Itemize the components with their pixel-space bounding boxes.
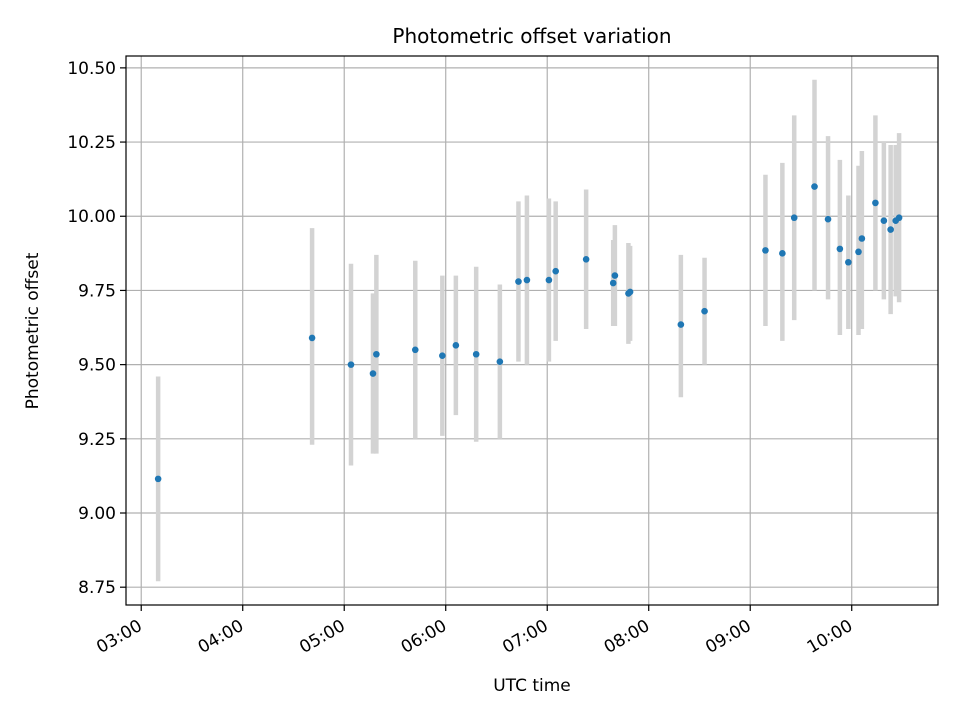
data-point bbox=[779, 250, 786, 257]
data-point bbox=[701, 307, 708, 315]
plot-frame bbox=[125, 55, 939, 606]
data-point bbox=[411, 346, 419, 354]
y-tick-label: 10.25 bbox=[67, 133, 116, 153]
data-point bbox=[515, 278, 522, 285]
data-point bbox=[154, 475, 162, 483]
y-tick-label: 9.00 bbox=[78, 504, 116, 524]
data-point bbox=[472, 350, 480, 358]
data-point bbox=[790, 214, 798, 222]
y-tick-label: 8.75 bbox=[78, 578, 116, 598]
data-point bbox=[452, 342, 460, 349]
y-axis-ticks: 8.75 9.00 9.25 9.50 9.75 10.00 10.25 10.50 bbox=[67, 59, 126, 598]
y-tick-label: 9.25 bbox=[78, 430, 116, 450]
data-point bbox=[496, 358, 504, 365]
data-point bbox=[880, 217, 888, 224]
chart-title: Photometric offset variation bbox=[392, 24, 671, 48]
y-tick-label: 10.00 bbox=[67, 207, 116, 227]
data-point bbox=[439, 352, 446, 360]
data-point bbox=[611, 272, 619, 279]
data-point bbox=[887, 226, 894, 233]
data-point bbox=[845, 258, 852, 266]
data-point bbox=[762, 247, 769, 254]
data-point bbox=[824, 215, 832, 223]
data-point bbox=[347, 361, 355, 368]
grid bbox=[126, 56, 938, 605]
data-point bbox=[677, 321, 685, 328]
data-points bbox=[154, 183, 903, 483]
y-tick-label: 9.75 bbox=[78, 281, 116, 301]
data-point bbox=[523, 276, 531, 284]
data-point bbox=[895, 214, 903, 222]
data-point bbox=[811, 183, 818, 190]
data-point bbox=[872, 199, 879, 207]
data-point bbox=[308, 334, 316, 342]
data-point bbox=[626, 288, 634, 296]
data-point bbox=[582, 255, 590, 263]
data-point bbox=[858, 235, 866, 242]
data-point bbox=[836, 245, 844, 253]
y-tick-label: 9.50 bbox=[78, 356, 116, 376]
data-point bbox=[373, 350, 380, 358]
data-point bbox=[369, 370, 377, 377]
data-point bbox=[609, 279, 617, 287]
x-axis-label: UTC time bbox=[493, 676, 571, 696]
data-point bbox=[552, 267, 559, 275]
data-point bbox=[855, 248, 862, 256]
data-point bbox=[545, 276, 553, 284]
y-axis-label: Photometric offset bbox=[23, 252, 43, 409]
y-tick-label: 10.50 bbox=[67, 59, 116, 79]
